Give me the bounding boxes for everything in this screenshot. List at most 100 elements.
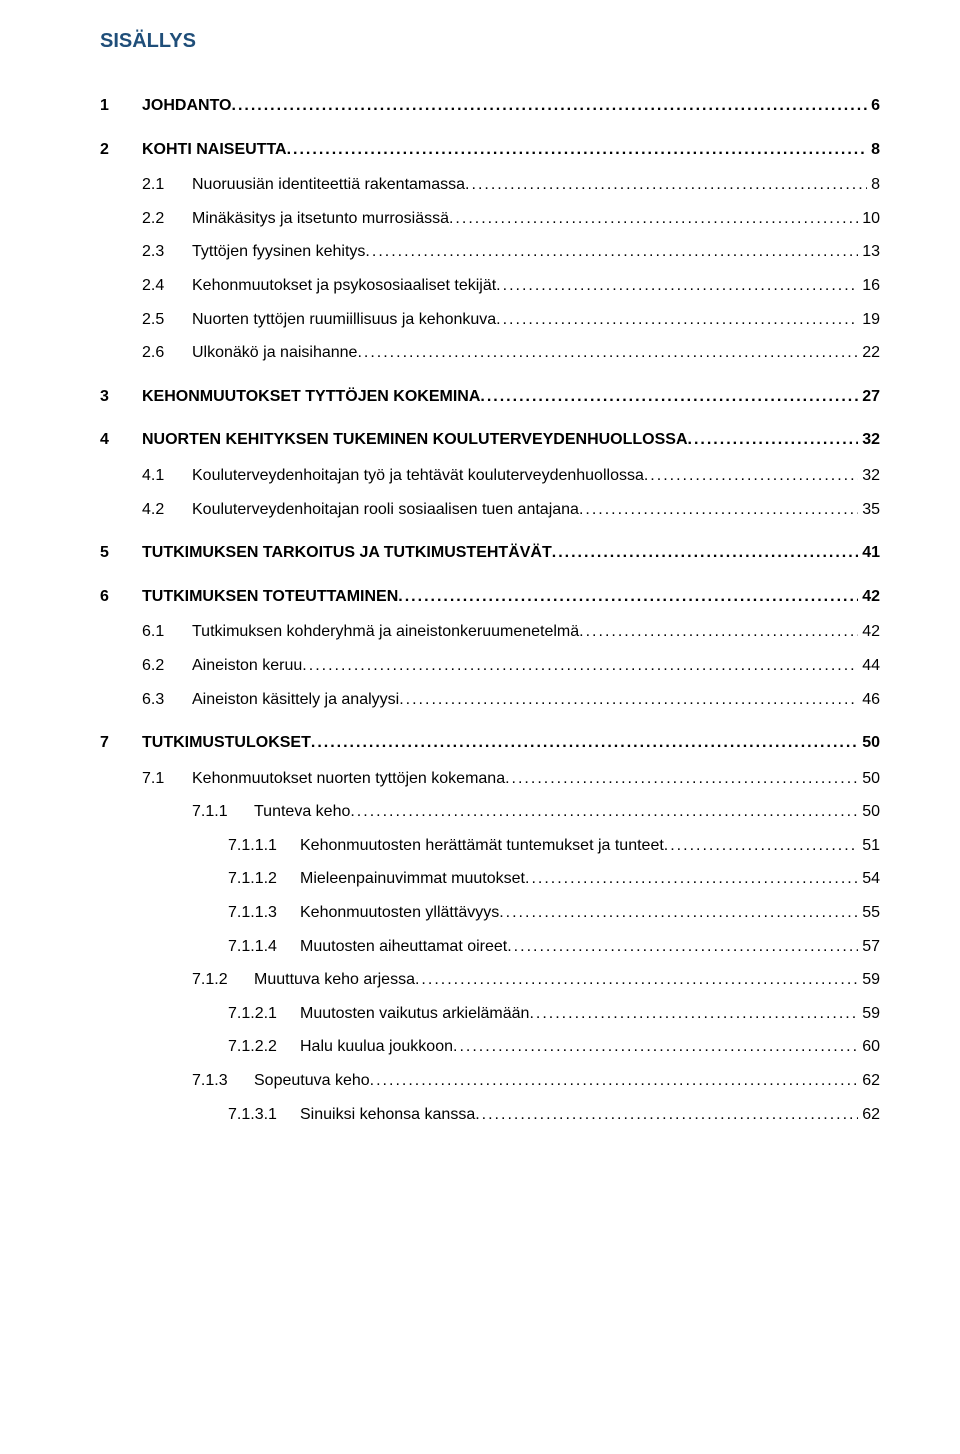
toc-entry-number: 6.2 [142,653,192,679]
toc-entry-number: 7.1 [142,766,192,792]
toc-leader-dots [552,540,858,566]
toc-entry-label: Sinuiksi kehonsa kanssa [300,1102,475,1128]
toc-entry-page: 13 [858,239,880,265]
toc-entry-label: KOHTI NAISEUTTA [142,137,287,163]
toc-container: 1JOHDANTO62KOHTI NAISEUTTA82.1Nuoruusiän… [100,93,880,1127]
page-root: SISÄLLYS 1JOHDANTO62KOHTI NAISEUTTA82.1N… [0,0,960,1195]
toc-entry-label: Tyttöjen fyysinen kehitys [192,239,365,265]
toc-entry: 4.2Kouluterveydenhoitajan rooli sosiaali… [142,497,880,523]
toc-leader-dots [449,206,858,232]
toc-entry: 3KEHONMUUTOKSET TYTTÖJEN KOKEMINA27 [100,384,880,410]
toc-leader-dots [688,427,859,453]
toc-leader-dots [664,833,858,859]
toc-leader-dots [579,497,858,523]
toc-leader-dots [357,340,858,366]
toc-entry-number: 4.1 [142,463,192,489]
toc-entry-page: 62 [858,1102,880,1128]
toc-entry-page: 32 [858,427,880,453]
toc-entry-number: 7.1.2.1 [228,1001,300,1027]
toc-entry-number: 2 [100,137,142,163]
toc-leader-dots [475,1102,858,1128]
toc-entry-label: Nuorten tyttöjen ruumiillisuus ja kehonk… [192,307,496,333]
toc-entry-label: Nuoruusiän identiteettiä rakentamassa [192,172,465,198]
toc-entry-page: 55 [858,900,880,926]
toc-entry-label: TUTKIMUKSEN TARKOITUS JA TUTKIMUSTEHTÄVÄ… [142,540,552,566]
toc-entry-page: 41 [858,540,880,566]
toc-entry-page: 62 [858,1068,880,1094]
toc-leader-dots [480,384,858,410]
toc-entry-number: 6.3 [142,687,192,713]
toc-entry-page: 51 [858,833,880,859]
toc-entry-label: Minäkäsitys ja itsetunto murrosiässä [192,206,449,232]
toc-entry: 7.1.1.2Mieleenpainuvimmat muutokset54 [228,866,880,892]
toc-entry-page: 35 [858,497,880,523]
toc-entry-page: 46 [858,687,880,713]
toc-entry: 2.5Nuorten tyttöjen ruumiillisuus ja keh… [142,307,880,333]
toc-entry-number: 7.1.1 [192,799,254,825]
toc-entry: 2.2Minäkäsitys ja itsetunto murrosiässä 1… [142,206,880,232]
toc-entry-label: Kehonmuutosten herättämät tuntemukset ja… [300,833,664,859]
toc-entry: 7.1.2Muuttuva keho arjessa 59 [192,967,880,993]
toc-entry-number: 7.1.2.2 [228,1034,300,1060]
toc-entry-label: Aineiston keruu [192,653,302,679]
toc-entry-page: 6 [867,93,880,119]
toc-leader-dots [415,967,858,993]
toc-entry: 6.3Aineiston käsittely ja analyysi 46 [142,687,880,713]
toc-entry-page: 16 [858,273,880,299]
toc-entry-number: 5 [100,540,142,566]
toc-entry: 7.1.1.3Kehonmuutosten yllättävyys55 [228,900,880,926]
toc-entry-number: 4 [100,427,142,453]
toc-entry-label: Kouluterveydenhoitajan työ ja tehtävät k… [192,463,644,489]
toc-leader-dots [453,1034,858,1060]
toc-entry-number: 1 [100,93,142,119]
toc-entry: 7.1.1.4Muutosten aiheuttamat oireet57 [228,934,880,960]
toc-entry: 7.1.3Sopeutuva keho62 [192,1068,880,1094]
toc-title: SISÄLLYS [100,30,880,53]
toc-entry-number: 2.3 [142,239,192,265]
toc-leader-dots [529,1001,858,1027]
toc-entry: 2.6Ulkonäkö ja naisihanne22 [142,340,880,366]
toc-entry-page: 10 [858,206,880,232]
toc-entry-label: Tunteva keho [254,799,350,825]
toc-entry-page: 8 [867,172,880,198]
toc-entry: 7.1.1.1Kehonmuutosten herättämät tuntemu… [228,833,880,859]
toc-entry-number: 2.2 [142,206,192,232]
toc-entry: 7.1.1Tunteva keho50 [192,799,880,825]
toc-leader-dots [370,1068,859,1094]
toc-entry-page: 57 [858,934,880,960]
toc-entry-page: 32 [858,463,880,489]
toc-leader-dots [287,137,868,163]
toc-entry-page: 19 [858,307,880,333]
toc-entry-page: 60 [858,1034,880,1060]
toc-entry-page: 54 [858,866,880,892]
toc-entry-number: 7.1.2 [192,967,254,993]
toc-entry-label: NUORTEN KEHITYKSEN TUKEMINEN KOULUTERVEY… [142,427,688,453]
toc-entry-page: 50 [858,730,880,756]
toc-entry-label: Muutosten vaikutus arkielämään [300,1001,529,1027]
toc-entry: 1JOHDANTO 6 [100,93,880,119]
toc-entry: 4.1Kouluterveydenhoitajan työ ja tehtävä… [142,463,880,489]
toc-entry-number: 3 [100,384,142,410]
toc-leader-dots [496,273,858,299]
toc-entry-label: Aineiston käsittely ja analyysi [192,687,399,713]
toc-entry: 4NUORTEN KEHITYKSEN TUKEMINEN KOULUTERVE… [100,427,880,453]
toc-entry: 7TUTKIMUSTULOKSET50 [100,730,880,756]
toc-entry: 2.3Tyttöjen fyysinen kehitys 13 [142,239,880,265]
toc-leader-dots [507,934,858,960]
toc-entry-label: Mieleenpainuvimmat muutokset [300,866,525,892]
toc-entry-number: 2.5 [142,307,192,333]
toc-entry-label: TUTKIMUSTULOKSET [142,730,311,756]
toc-entry-page: 59 [858,967,880,993]
toc-entry: 7.1.2.2Halu kuulua joukkoon 60 [228,1034,880,1060]
toc-entry: 2KOHTI NAISEUTTA8 [100,137,880,163]
toc-entry: 7.1.2.1Muutosten vaikutus arkielämään59 [228,1001,880,1027]
toc-entry-label: Halu kuulua joukkoon [300,1034,453,1060]
toc-entry-label: Muuttuva keho arjessa [254,967,415,993]
toc-entry-label: Muutosten aiheuttamat oireet [300,934,507,960]
toc-entry-label: JOHDANTO [142,93,232,119]
toc-entry-number: 6.1 [142,619,192,645]
toc-leader-dots [399,687,858,713]
toc-entry: 6.2Aineiston keruu44 [142,653,880,679]
toc-entry-number: 2.6 [142,340,192,366]
toc-entry: 6TUTKIMUKSEN TOTEUTTAMINEN42 [100,584,880,610]
